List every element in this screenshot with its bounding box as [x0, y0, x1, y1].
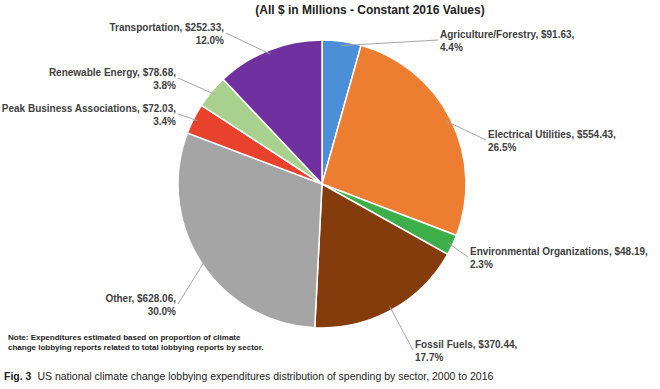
data-label: Transportation, $252.33,: [109, 22, 224, 33]
label-sep: ,: [515, 339, 518, 350]
label-category: Agriculture/Forestry: [440, 29, 537, 40]
label-category: Fossil Fuels: [415, 339, 473, 350]
leader-line: [226, 33, 270, 54]
label-category: Other: [105, 293, 132, 304]
chart: (All $ in Millions - Constant 2016 Value…: [0, 0, 660, 389]
label-value: $72.03: [143, 103, 174, 114]
note: Note: Expenditures estimated based on pr…: [8, 333, 241, 342]
label-sep: ,: [173, 67, 176, 78]
label-value: $554.43: [577, 129, 614, 140]
leader-line: [448, 243, 468, 257]
data-label: Electrical Utilities, $554.43,: [488, 129, 616, 140]
label-sep: ,: [173, 103, 176, 114]
label-value: $91.63: [541, 29, 572, 40]
leader-line: [178, 260, 205, 304]
label-sep: ,: [613, 129, 616, 140]
leader-line: [178, 78, 215, 94]
caption-text: US national climate change lobbying expe…: [37, 370, 493, 382]
data-label: Agriculture/Forestry, $91.63,: [440, 29, 575, 40]
leader-line: [447, 121, 486, 140]
percent-label: 2.3%: [470, 259, 493, 270]
percent-label: 3.4%: [153, 116, 176, 127]
label-value: $628.06: [137, 293, 174, 304]
data-label: Renewable Energy, $78.68,: [49, 67, 176, 78]
label-sep: ,: [572, 29, 575, 40]
caption-label: Fig. 3: [4, 370, 32, 382]
label-value: $48.19: [614, 246, 645, 257]
leader-line: [390, 306, 413, 350]
percent-label: 4.4%: [440, 42, 463, 53]
caption: Fig. 3 US national climate change lobbyin…: [4, 370, 493, 382]
label-value: $252.33: [185, 22, 222, 33]
label-category: Environmental Organizations: [470, 246, 609, 257]
percent-label: 12.0%: [196, 35, 224, 46]
percent-label: 26.5%: [488, 142, 516, 153]
pie: [178, 40, 466, 328]
note: change lobbying reports related to total…: [8, 343, 264, 352]
data-label: Environmental Organizations, $48.19,: [470, 246, 648, 257]
label-category: Electrical Utilities: [488, 129, 572, 140]
label-category: Peak Business Associations: [2, 103, 138, 114]
labels: Agriculture/Forestry, $91.63, 4.4% Electri…: [2, 22, 648, 363]
leader-line: [178, 114, 197, 121]
label-category: Transportation: [109, 22, 179, 33]
data-label: Fossil Fuels, $370.44,: [415, 339, 518, 350]
percent-label: 17.7%: [415, 352, 443, 363]
slice: [223, 40, 322, 184]
data-label: Peak Business Associations, $72.03,: [2, 103, 176, 114]
label-sep: ,: [221, 22, 224, 33]
label-value: $78.68: [143, 67, 174, 78]
label-category: Renewable Energy: [49, 67, 138, 78]
percent-label: 30.0%: [148, 306, 176, 317]
leader-line: [341, 40, 438, 46]
label-value: $370.44: [478, 339, 515, 350]
slice: [315, 184, 448, 328]
title: (All $ in Millions - Constant 2016 Value…: [255, 3, 484, 17]
label-sep: ,: [645, 246, 648, 257]
label-sep: ,: [173, 293, 176, 304]
percent-label: 3.8%: [153, 80, 176, 91]
data-label: Other, $628.06,: [105, 293, 176, 304]
